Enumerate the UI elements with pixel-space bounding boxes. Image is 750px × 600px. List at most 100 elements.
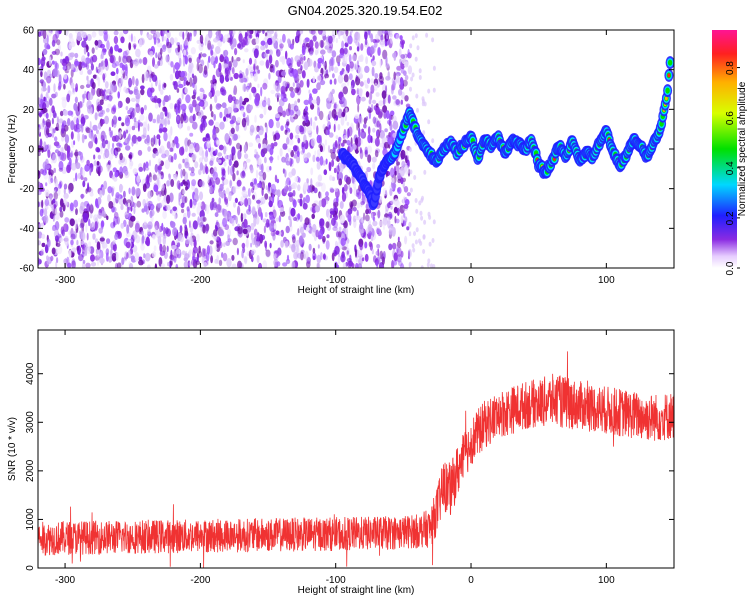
noise-dot [106,40,110,50]
noise-dot [316,125,319,135]
noise-dot [163,36,167,41]
noise-dot [116,216,120,225]
noise-dot [263,225,266,234]
noise-dot [188,143,194,154]
noise-dot [113,176,118,182]
noise-dot [99,257,105,264]
noise-dot [38,240,41,246]
noise-dot [243,97,250,103]
noise-dot [178,97,182,105]
noise-dot [390,205,393,210]
noise-dot [162,210,167,220]
noise-dot [334,187,339,192]
noise-dot [320,40,324,49]
noise-dot [91,31,97,38]
noise-dot [381,90,387,99]
noise-dot [432,65,436,71]
noise-dot [200,52,203,58]
noise-dot [100,54,103,60]
noise-dot [219,74,225,84]
noise-dot [359,147,362,154]
ridge-core [665,87,670,94]
noise-dot [40,93,43,101]
noise-dot [270,230,276,237]
noise-dot [214,212,219,218]
noise-dot [378,75,384,83]
noise-dot [68,157,72,167]
noise-dot [128,77,133,88]
noise-dot [331,109,337,119]
noise-dot [93,154,96,160]
noise-dot [39,30,44,37]
noise-dot [232,237,238,246]
noise-dot [149,203,155,211]
noise-dot [163,82,167,88]
noise-dot [397,178,402,184]
noise-dot [408,231,412,237]
noise-dot [40,98,44,104]
noise-dot [369,242,373,251]
noise-dot [371,66,375,77]
noise-dot [395,99,401,105]
colorbar-ticks: 0.00.20.40.60.8 [725,61,740,275]
noise-dot [372,162,376,170]
noise-dot [67,118,71,126]
noise-dot [100,220,104,231]
noise-dot [202,89,205,95]
noise-dot [59,206,63,212]
noise-dot [393,71,397,81]
noise-dot [74,60,80,66]
noise-dot [176,242,181,248]
noise-dot [323,169,328,176]
noise-dot [225,187,230,195]
noise-dot [55,122,60,131]
noise-dot [294,35,300,44]
noise-dot [174,173,178,179]
noise-dot [55,208,58,215]
noise-dot [183,77,187,82]
noise-dot [73,199,79,208]
noise-dot [379,59,382,68]
noise-dot [41,199,44,209]
noise-dot [232,59,238,68]
noise-dot [360,96,366,102]
noise-dot [317,174,323,182]
noise-dot [199,180,205,187]
noise-dot [243,144,247,154]
noise-dot [275,230,280,235]
noise-dot [241,250,244,258]
noise-dot [375,251,378,256]
noise-dot [357,66,363,76]
noise-dot [60,147,64,152]
noise-dot [254,114,257,123]
noise-dot [71,162,77,171]
noise-dot [331,217,336,226]
snr-ylabel: SNR (10 * v/v) [7,417,18,481]
noise-dot [400,77,404,87]
noise-dot [104,81,109,89]
noise-dot [134,222,140,233]
noise-dot [97,131,101,140]
noise-dot [264,122,268,128]
noise-dot [325,221,330,229]
noise-dot [244,197,248,208]
noise-dot [373,255,377,263]
noise-dot [245,238,249,248]
noise-dot [133,61,139,68]
noise-dot [316,95,321,106]
noise-dot [128,263,134,268]
noise-dot [408,147,412,152]
noise-dot [202,224,206,234]
noise-dot [81,40,87,48]
noise-dot [392,120,399,130]
noise-dot [191,179,197,187]
noise-dot [212,74,216,83]
noise-dot [299,57,304,65]
noise-dot [80,84,85,90]
noise-dot [256,65,259,70]
noise-dot [76,117,79,126]
noise-dot [331,56,335,66]
noise-dot [249,104,254,111]
noise-dot [301,70,306,79]
noise-dot [347,35,353,45]
